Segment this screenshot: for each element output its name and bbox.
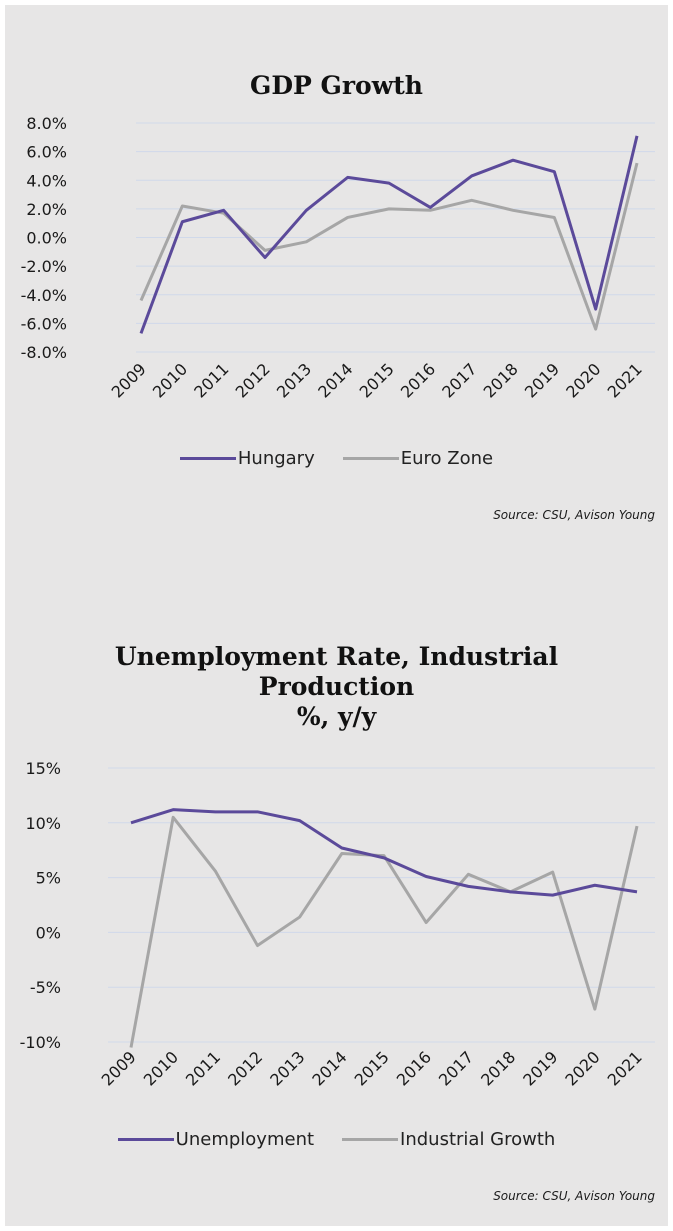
legend-item-hungary: Hungary [179, 448, 315, 469]
x-tick-label: 2014 [308, 1047, 350, 1089]
y-tick-label: -8.0% [21, 343, 67, 362]
legend-label-hungary: Hungary [237, 448, 315, 469]
x-tick-label: 2009 [98, 1047, 140, 1089]
unemployment-industrial-plot: 15%10%5%0%-5%-10%2009 2010 2011 2012 2013 201… [20, 759, 655, 1090]
x-tick-label: 2012 [224, 1047, 266, 1089]
x-tick-label: 2018 [480, 359, 522, 401]
x-tick-label: 2013 [273, 359, 315, 401]
legend-item-euro-zone: Euro Zone [342, 448, 494, 469]
x-tick-label: 2010 [149, 359, 191, 401]
y-tick-label: 8.0% [26, 114, 67, 133]
x-tick-label: 2017 [435, 1047, 477, 1089]
x-tick-label: 2012 [232, 359, 274, 401]
y-tick-label: 2.0% [26, 200, 67, 219]
chart-title-line-2: Production [258, 672, 415, 701]
y-tick-label: -10% [20, 1033, 61, 1052]
y-tick-label: 10% [25, 814, 61, 833]
legend-item-unemployment: Unemployment [117, 1129, 315, 1150]
y-tick-label: 0% [36, 923, 61, 942]
x-tick-label: 2010 [140, 1047, 182, 1089]
legend-label-industrial-growth: Industrial Growth [400, 1129, 556, 1150]
x-tick-label: 2016 [393, 1047, 435, 1089]
gdp-growth-chart: 8.0% 6.0% 4.0% 2.0% 0.0% -2.0% -4.0% -6.0% -8.0%… [5, 5, 668, 545]
gdp-growth-plot: 8.0% 6.0% 4.0% 2.0% 0.0% -2.0% -4.0% -6.0% -8.0%… [21, 114, 655, 402]
series-line-euro-zone [139, 162, 639, 331]
x-tick-label: 2011 [182, 1047, 224, 1089]
y-tick-label: -2.0% [21, 257, 67, 276]
x-tick-label: 2015 [356, 359, 398, 401]
y-tick-label: -6.0% [21, 314, 67, 333]
series-line-hungary [139, 135, 639, 334]
x-tick-label: 2019 [519, 1047, 561, 1089]
y-tick-label: 0.0% [26, 229, 67, 248]
x-tick-label: 2021 [604, 1047, 646, 1089]
x-tick-label: 2020 [561, 1047, 603, 1089]
legend-swatch-hungary [179, 457, 236, 460]
x-tick-label: 2009 [108, 359, 150, 401]
report-panel: 8.0% 6.0% 4.0% 2.0% 0.0% -2.0% -4.0% -6.0% -8.0%… [5, 5, 668, 1226]
x-tick-label: 2014 [314, 359, 356, 401]
legend-item-industrial-growth: Industrial Growth [342, 1129, 555, 1150]
source-note: Source: CSU, Avison Young [493, 508, 655, 522]
y-tick-label: 6.0% [26, 143, 67, 162]
chart-legend: Unemployment Industrial Growth [5, 1129, 668, 1150]
x-tick-label: 2011 [190, 359, 232, 401]
chart-title-line-1: Unemployment Rate, Industrial [114, 642, 559, 671]
y-tick-label: -5% [30, 978, 61, 997]
source-note: Source: CSU, Avison Young [493, 1189, 655, 1203]
x-tick-label: 2019 [521, 359, 563, 401]
x-tick-label: 2013 [266, 1047, 308, 1089]
chart-title: GDP Growth [250, 71, 423, 100]
legend-label-euro-zone: Euro Zone [400, 448, 494, 469]
y-tick-label: 4.0% [26, 171, 67, 190]
y-tick-label: 5% [36, 869, 61, 888]
legend-label-unemployment: Unemployment [175, 1129, 315, 1150]
chart-legend: Hungary Euro Zone [5, 448, 668, 469]
legend-swatch-unemployment [117, 1138, 174, 1141]
x-tick-label: 2020 [562, 359, 604, 401]
chart-title: Unemployment Rate, Industrial Production… [5, 642, 668, 732]
legend-swatch-industrial-growth [342, 1138, 399, 1141]
x-tick-label: 2016 [397, 359, 439, 401]
y-tick-label: -4.0% [21, 286, 67, 305]
unemployment-industrial-chart: 15% 10% 5% 0% -5% -10% 2009 2010 2011 2012 2013 201… [5, 640, 668, 1226]
series-line-unemployment [130, 808, 638, 897]
x-tick-label: 2018 [477, 1047, 519, 1089]
y-tick-label: 15% [25, 759, 61, 778]
x-tick-label: 2021 [604, 359, 646, 401]
series-line-industrial-growth [129, 815, 639, 1048]
x-tick-label: 2017 [438, 359, 480, 401]
x-tick-label: 2015 [351, 1047, 393, 1089]
chart-title-line-3: %, y/y [296, 702, 377, 731]
legend-swatch-euro-zone [342, 457, 399, 460]
